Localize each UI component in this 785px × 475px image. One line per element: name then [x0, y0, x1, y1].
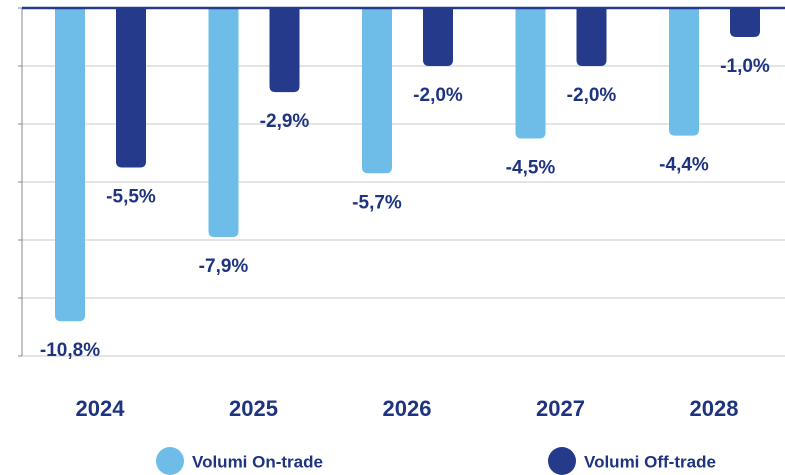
bar	[269, 8, 300, 93]
x-tick-label: 2028	[690, 396, 739, 421]
bar	[116, 8, 146, 168]
bar	[423, 8, 453, 66]
data-label: -2,0%	[567, 85, 617, 106]
legend-marker	[548, 447, 576, 475]
x-tick-label: 2027	[536, 396, 585, 421]
data-label: -4,4%	[659, 155, 709, 176]
data-label: -7,9%	[199, 256, 249, 277]
bar	[669, 8, 699, 136]
data-label: -2,9%	[260, 111, 310, 132]
data-label: -1,0%	[720, 56, 770, 77]
bar	[515, 8, 546, 139]
x-tick-label: 2024	[76, 396, 126, 421]
legend-label: Volumi On-trade	[192, 452, 323, 471]
data-label: -10,8%	[40, 340, 100, 361]
legend-label: Volumi Off-trade	[584, 452, 716, 471]
legend-marker	[156, 447, 184, 475]
data-label: -4,5%	[506, 158, 556, 179]
data-label: -5,5%	[106, 187, 156, 208]
x-tick-label: 2025	[229, 396, 278, 421]
data-label: -5,7%	[352, 192, 402, 213]
bar	[208, 8, 239, 238]
x-tick-label: 2026	[383, 396, 432, 421]
bar	[730, 8, 760, 37]
data-label: -2,0%	[413, 85, 463, 106]
bar	[576, 8, 607, 66]
bar	[362, 8, 392, 174]
bar	[55, 8, 85, 322]
